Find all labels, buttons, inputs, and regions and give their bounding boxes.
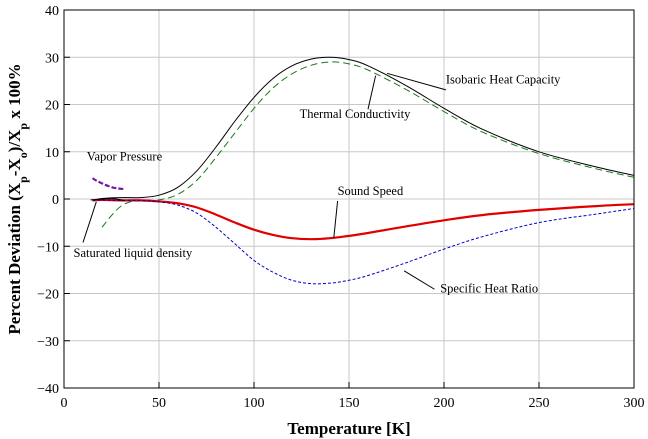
- x-tick-label-0: 0: [61, 396, 68, 411]
- y-tick-label-30: 30: [45, 51, 59, 66]
- y-axis-title: Percent Deviation (Xp-Xo)/Xp x 100%: [5, 63, 30, 334]
- x-tick-label-50: 50: [152, 396, 166, 411]
- y-tick-label--20: −20: [37, 288, 59, 303]
- y-tick-label-20: 20: [45, 99, 59, 114]
- y-tick-label-0: 0: [52, 193, 59, 208]
- y-tick-label--40: −40: [37, 382, 59, 397]
- annotation-sound-speed: Sound Speed: [338, 184, 404, 198]
- x-axis-ticks: 0 50 100 150 200 250 300: [61, 382, 645, 411]
- y-axis-title-part: -X: [5, 158, 24, 177]
- y-axis-title-part: Percent Deviation (X: [5, 182, 24, 334]
- series-lines: [90, 56, 635, 285]
- annotation-vapor-pressure: Vapor Pressure: [87, 149, 163, 163]
- x-axis-title: Temperature [K]: [287, 419, 410, 438]
- annotation-isobaric-heat-capacity: Isobaric Heat Capacity: [446, 73, 561, 87]
- series-specific-heat-ratio: [92, 199, 635, 285]
- annotation-leader-saturated-liquid-density: [82, 201, 97, 243]
- x-tick-label-250: 250: [529, 396, 550, 411]
- y-tick-label--30: −30: [37, 335, 59, 350]
- series-saturated-liquid-density: [90, 197, 125, 202]
- annotation-saturated-liquid-density: Saturated liquid density: [74, 246, 193, 260]
- y-axis-title-part: p: [16, 123, 30, 130]
- y-axis-title-part: o: [16, 152, 30, 158]
- y-axis-title-part: p: [16, 176, 30, 183]
- annotations: Isobaric Heat Capacity Thermal Conductivi…: [74, 73, 562, 296]
- series-isobaric-heat-capacity: [92, 56, 635, 201]
- annotation-leader-isobaric-heat-capacity: [386, 72, 447, 91]
- x-tick-label-300: 300: [624, 396, 645, 411]
- y-axis-title-part: x 100%: [5, 63, 24, 123]
- annotation-specific-heat-ratio: Specific Heat Ratio: [440, 282, 538, 296]
- y-tick-label-40: 40: [45, 4, 59, 19]
- series-vapor-pressure: [91, 177, 125, 191]
- annotation-leader-sound-speed: [333, 200, 339, 238]
- annotation-leader-thermal-conductivity: [367, 75, 377, 110]
- y-axis-title-part: )/X: [5, 129, 24, 152]
- y-tick-label--10: −10: [37, 240, 59, 255]
- y-tick-label-10: 10: [45, 146, 59, 161]
- x-tick-label-200: 200: [434, 396, 455, 411]
- annotation-thermal-conductivity: Thermal Conductivity: [300, 107, 411, 121]
- x-tick-label-100: 100: [244, 396, 265, 411]
- y-axis-ticks: −40 −30 −20 −10 0 10 20 30 40: [37, 4, 70, 397]
- x-tick-label-150: 150: [339, 396, 360, 411]
- annotation-leader-specific-heat-ratio: [403, 270, 435, 290]
